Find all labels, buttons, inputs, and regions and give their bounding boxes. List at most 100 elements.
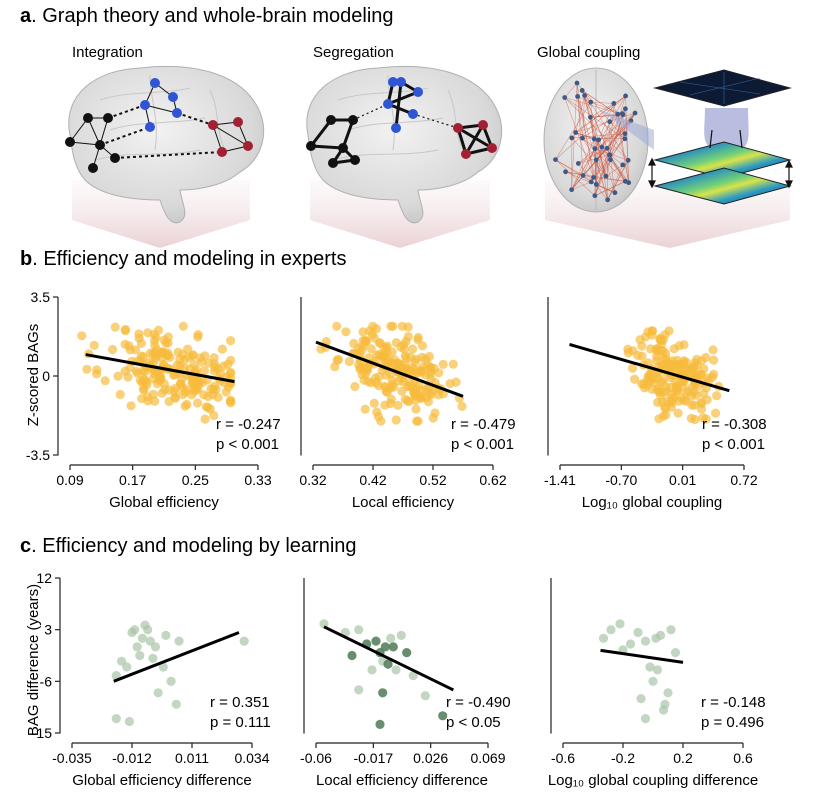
coupling-edge <box>571 181 592 191</box>
p-value: p = 0.111 <box>210 714 271 731</box>
scatter-point <box>615 619 625 629</box>
scatter-point <box>637 341 647 351</box>
scatter-points <box>598 619 681 724</box>
segregation-nodes <box>306 77 497 168</box>
scatter-point <box>332 321 342 331</box>
coupling-edge <box>610 133 626 160</box>
panel-a-heading: a. Graph theory and whole-brain modeling <box>20 5 394 27</box>
scatter-point <box>111 714 121 724</box>
projection-funnel <box>704 108 749 150</box>
scatter-point <box>149 336 160 346</box>
scatter-point <box>679 356 689 366</box>
correlation-r: r = -0.490 <box>446 694 511 711</box>
scatter-point <box>366 344 376 354</box>
brain-integration <box>65 65 265 248</box>
p-value: p = 0.496 <box>701 714 764 731</box>
scatter-point <box>413 416 423 426</box>
scatter-points <box>319 619 448 730</box>
scatter-point <box>150 642 161 652</box>
scatter-point <box>100 376 110 386</box>
scatter-point <box>711 408 721 418</box>
panel-b-ylabel: Z-scored BAGs <box>25 324 42 427</box>
coupling-node <box>623 93 628 99</box>
subtitle-segregation: Segregation <box>313 44 394 61</box>
scatter-point <box>239 636 249 646</box>
scatter-point <box>658 705 669 715</box>
coupling-node <box>569 187 575 193</box>
scatter-point <box>120 326 130 336</box>
coupling-edge <box>582 137 626 182</box>
scatter-point <box>213 392 223 402</box>
scatter-point <box>221 387 231 397</box>
coupling-node <box>592 193 598 199</box>
x-tick-label: -0.017 <box>353 750 393 766</box>
chart-local-efficiency: 0.32 0.42 0.52 0.62 r = -0.479 p < 0.001 Local… <box>299 297 516 511</box>
scatter-point <box>148 653 158 664</box>
scatter-point <box>209 410 219 421</box>
scatter-point <box>371 636 381 646</box>
coupling-node <box>592 146 598 152</box>
scatter-point <box>378 688 388 698</box>
scatter-point <box>448 359 458 369</box>
scatter-point <box>623 344 633 354</box>
correlation-r: r = -0.479 <box>451 416 516 433</box>
coupling-edge <box>590 101 614 104</box>
middle-matrix <box>653 141 792 179</box>
scatter-point <box>633 350 643 360</box>
coupling-edge <box>577 96 583 139</box>
x-tick-label: 0.33 <box>244 472 271 488</box>
scatter-point <box>158 662 168 672</box>
scatter-point <box>417 391 427 401</box>
brain-segregation <box>306 65 503 248</box>
y-tick-label: 3 <box>44 622 52 638</box>
coupling-edge <box>609 154 623 166</box>
scatter-point <box>137 394 147 404</box>
scatter-point <box>358 336 368 346</box>
scatter-point <box>203 402 213 413</box>
scatter-point <box>598 633 609 643</box>
scatter-point <box>216 369 226 379</box>
coupling-node <box>574 80 580 86</box>
scatter-point <box>360 404 370 414</box>
regression-line <box>113 631 240 683</box>
scatter-point <box>670 648 681 658</box>
coupling-node <box>599 144 605 150</box>
scatter-point <box>655 630 666 641</box>
scatter-point <box>126 401 136 411</box>
x-axis-label: Global efficiency difference <box>72 772 252 789</box>
scatter-point <box>199 366 209 376</box>
scatter-point <box>170 383 181 393</box>
scatter-point <box>188 351 198 361</box>
scatter-point <box>153 325 164 335</box>
scatter-point <box>354 625 364 635</box>
chart-global-coupling: -1.41 -0.70 0.01 0.72 r = -0.308 p < 0.001 Log… <box>544 297 767 511</box>
scatter-point <box>199 390 209 400</box>
x-tick-label: -0.2 <box>611 750 635 766</box>
scatter-point <box>393 358 403 368</box>
scatter-point <box>160 385 170 395</box>
scatter-point <box>663 688 673 698</box>
coupling-node <box>622 136 628 142</box>
scatter-point <box>686 391 696 401</box>
coupling-edge <box>598 139 608 200</box>
p-value: p < 0.05 <box>446 714 501 731</box>
scatter-point <box>166 676 176 686</box>
x-tick-label: -0.035 <box>52 750 92 766</box>
y-tick-label: -6 <box>40 673 53 689</box>
scatter-point <box>654 414 664 424</box>
coupling-edge <box>575 95 585 133</box>
subtitle-global-coupling: Global coupling <box>537 44 640 61</box>
scatter-point <box>426 390 436 400</box>
brain-shadow <box>72 180 250 248</box>
regression-line <box>85 353 235 384</box>
coupling-edge <box>605 164 623 177</box>
scatter-point <box>666 625 676 635</box>
coupling-edge <box>555 159 596 196</box>
y-tick-label: 0 <box>42 368 50 384</box>
scatter-point <box>204 358 214 368</box>
coupling-node <box>573 130 579 135</box>
scatter-point <box>122 662 132 672</box>
scatter-point <box>172 360 182 370</box>
coupling-edge <box>581 90 607 177</box>
coupling-node <box>607 119 613 125</box>
